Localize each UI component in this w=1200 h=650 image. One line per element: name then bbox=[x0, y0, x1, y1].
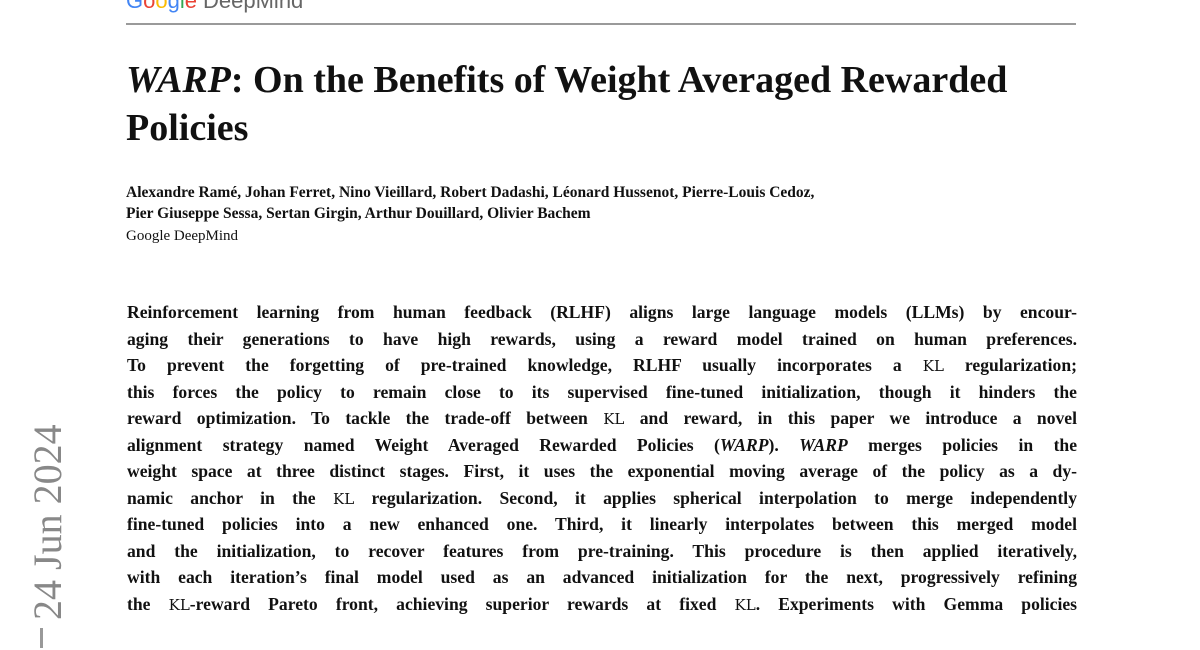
abstract-text: weight space at three distinct stages. F… bbox=[127, 461, 1077, 481]
abstract-text: ). bbox=[768, 434, 800, 455]
author-list: Alexandre Ramé, Johan Ferret, Nino Vieil… bbox=[126, 182, 1076, 224]
abstract-text: the bbox=[127, 593, 169, 614]
title-rest: : On the Benefits of Weight Averaged Rew… bbox=[126, 59, 1008, 149]
paper-title: WARP: On the Benefits of Weight Averaged… bbox=[126, 56, 1076, 152]
abstract-text: WARP bbox=[719, 434, 769, 455]
stamp-bar bbox=[40, 628, 43, 648]
abstract-line: with each iteration’s final model used a… bbox=[127, 564, 1077, 591]
abstract-text: -reward Pareto front, achieving superior… bbox=[189, 593, 735, 614]
abstract-line: this forces the policy to remain close t… bbox=[127, 379, 1077, 406]
abstract-line: the KL-reward Pareto front, achieving su… bbox=[127, 591, 1077, 618]
logo-google: Google bbox=[126, 0, 198, 13]
abstract-text: To prevent the forgetting of pre-trained… bbox=[127, 355, 923, 375]
abstract-text: KL bbox=[922, 357, 944, 375]
abstract-text: merges policies in the bbox=[847, 434, 1077, 455]
abstract-text: with each iteration’s final model used a… bbox=[127, 567, 1077, 587]
affiliation: Google DeepMind bbox=[126, 228, 239, 244]
abstract-text: KL bbox=[603, 410, 625, 428]
abstract-text: and the initialization, to recover featu… bbox=[127, 540, 1077, 561]
stamp-date: 24 Jun 2024 bbox=[25, 424, 70, 620]
abstract-text: KL bbox=[332, 489, 355, 508]
google-deepmind-logo: Google DeepMind bbox=[126, 0, 303, 14]
authors-line-1: Alexandre Ramé, Johan Ferret, Nino Vieil… bbox=[126, 184, 815, 201]
abstract-text: aging their generations to have high rew… bbox=[127, 328, 1077, 349]
abstract-text: regularization. Second, it applies spher… bbox=[354, 487, 1077, 508]
arxiv-side-stamp: 24 Jun 2024 bbox=[20, 410, 80, 650]
abstract-text: Reinforcement learning from human feedba… bbox=[127, 302, 1077, 322]
title-warp: WARP bbox=[126, 59, 231, 101]
abstract-line: aging their generations to have high rew… bbox=[127, 326, 1077, 353]
abstract-text: fine-tuned policies into a new enhanced … bbox=[127, 514, 1077, 534]
abstract-text: regularization; bbox=[943, 355, 1077, 375]
authors-line-2: Pier Giuseppe Sessa, Sertan Girgin, Arth… bbox=[126, 205, 591, 222]
abstract-text: KL bbox=[734, 595, 756, 614]
abstract-line: and the initialization, to recover featu… bbox=[127, 538, 1077, 565]
abstract-text: WARP bbox=[799, 434, 848, 455]
abstract-line: namic anchor in the KL regularization. S… bbox=[127, 485, 1077, 512]
abstract-line: fine-tuned policies into a new enhanced … bbox=[127, 511, 1077, 538]
header-rule bbox=[126, 23, 1076, 25]
abstract-text: reward optimization. To tackle the trade… bbox=[127, 408, 604, 428]
abstract-text: namic anchor in the bbox=[127, 487, 333, 508]
abstract: Reinforcement learning from human feedba… bbox=[127, 299, 1077, 617]
abstract-text: this forces the policy to remain close t… bbox=[127, 381, 1077, 402]
abstract-text: KL bbox=[168, 595, 190, 614]
abstract-line: reward optimization. To tackle the trade… bbox=[127, 405, 1077, 432]
abstract-text: and reward, in this paper we introduce a… bbox=[624, 408, 1077, 428]
abstract-text: alignment strategy named Weight Averaged… bbox=[127, 434, 720, 455]
abstract-line: alignment strategy named Weight Averaged… bbox=[127, 432, 1077, 459]
abstract-line: To prevent the forgetting of pre-trained… bbox=[127, 352, 1077, 379]
abstract-line: Reinforcement learning from human feedba… bbox=[127, 299, 1077, 326]
abstract-text: . Experiments with Gemma policies bbox=[755, 593, 1077, 614]
abstract-line: weight space at three distinct stages. F… bbox=[127, 458, 1077, 485]
logo-deepmind: DeepMind bbox=[203, 0, 304, 13]
